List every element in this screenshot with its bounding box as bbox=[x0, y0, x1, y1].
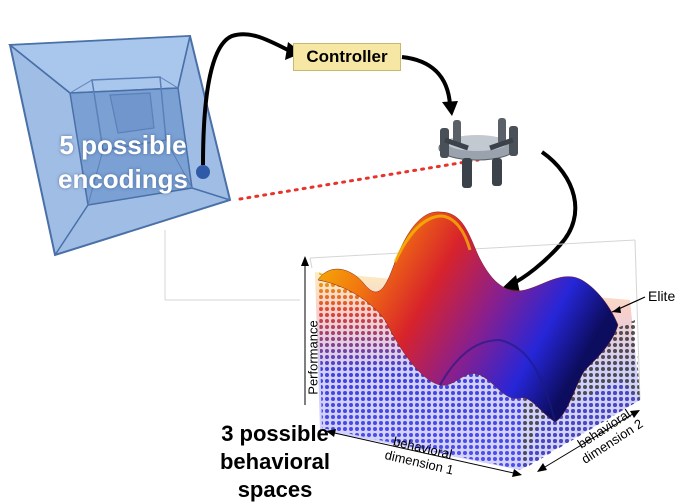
encoding-cube bbox=[7, 34, 232, 257]
performance-axis-label: Performance bbox=[305, 320, 321, 395]
behavioral-spaces-label: 3 possible behavioral spaces bbox=[219, 421, 331, 502]
diagram-canvas: 5 possible encodings Controller Elite Pe… bbox=[7, 32, 676, 502]
behavioral-dim-2-arrow bbox=[537, 410, 640, 472]
diagram-svg bbox=[7, 32, 646, 477]
flow-arrows bbox=[201, 32, 578, 293]
red-dotted-line bbox=[238, 158, 480, 201]
behavioral-dim-1-arrow bbox=[326, 429, 522, 477]
controller-box: Controller bbox=[293, 43, 401, 71]
encodings-label: 5 possible encodings bbox=[57, 130, 188, 194]
hexapod-robot-image bbox=[438, 118, 518, 188]
performance-axis-arrow bbox=[301, 256, 309, 405]
encoding-point bbox=[196, 165, 210, 179]
elite-label: Elite bbox=[648, 288, 676, 304]
